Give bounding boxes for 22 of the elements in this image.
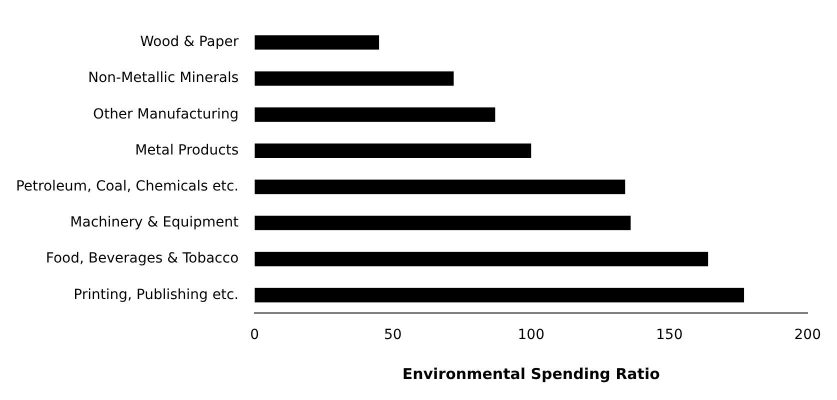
y-tick-label: Wood & Paper: [140, 34, 239, 50]
bar: [254, 144, 532, 158]
bar: [254, 180, 626, 194]
bar: [254, 288, 744, 302]
y-tick-label: Machinery & Equipment: [70, 214, 240, 231]
y-tick-label: Other Manufacturing: [93, 106, 239, 122]
bar: [254, 216, 631, 230]
x-tick-label: 150: [656, 327, 683, 344]
x-axis-title: Environmental Spending Ratio: [402, 364, 660, 383]
bar: [254, 71, 454, 86]
bar: [254, 35, 380, 50]
y-tick-label: Non-Metallic Minerals: [88, 70, 239, 86]
x-tick-label: 0: [250, 327, 260, 344]
y-tick-label: Printing, Publishing etc.: [74, 286, 239, 303]
x-tick-label: 200: [794, 327, 822, 344]
y-tick-label: Metal Products: [135, 142, 239, 158]
y-tick-label: Food, Beverages & Tobacco: [46, 250, 239, 267]
x-tick-label: 100: [518, 327, 545, 344]
y-tick-label: Petroleum, Coal, Chemicals etc.: [16, 178, 239, 194]
x-tick-label: 50: [384, 327, 402, 344]
bar: [254, 107, 496, 122]
bar: [254, 252, 708, 266]
